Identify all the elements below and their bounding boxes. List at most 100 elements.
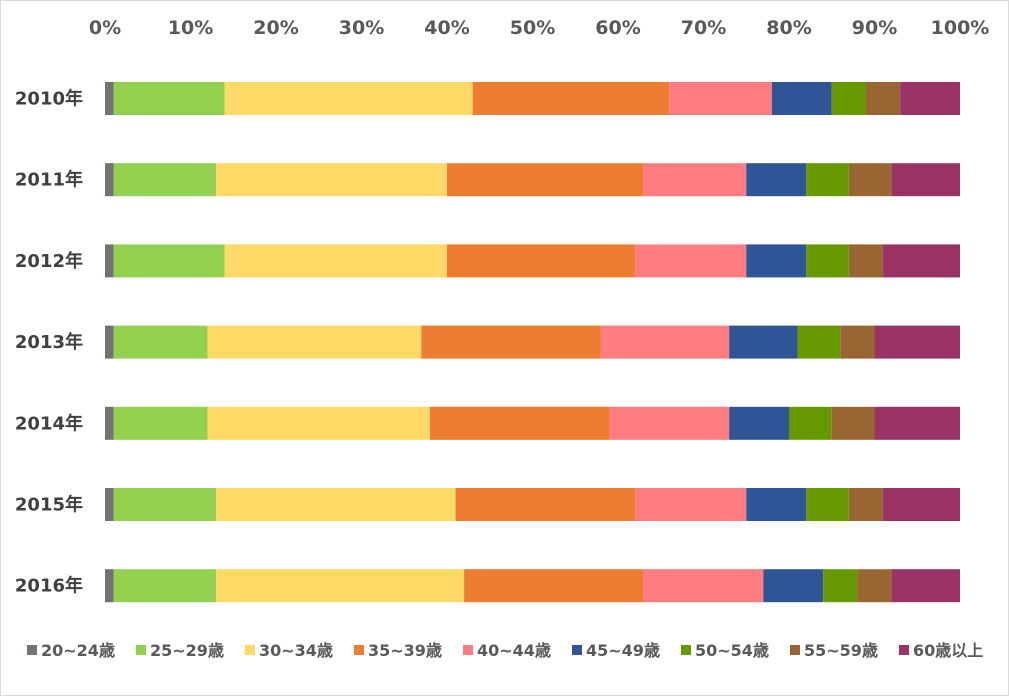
category-label: 2015年: [15, 494, 83, 516]
bar-segment: [669, 82, 772, 115]
bar-segment: [635, 488, 747, 521]
legend-swatch: [136, 645, 146, 655]
x-tick-label: 70%: [681, 17, 726, 39]
bar-segment: [609, 406, 730, 440]
bar-segment: [105, 325, 114, 359]
bar-segment: [105, 406, 114, 440]
legend-swatch: [899, 645, 909, 655]
bar-segment: [207, 325, 422, 359]
bar-segment: [806, 244, 849, 278]
legend-label: 30~34歳: [259, 641, 333, 660]
legend-swatch: [463, 645, 473, 655]
bar-segment: [105, 163, 114, 197]
category-label: 2011年: [15, 169, 83, 191]
bar-segment: [797, 325, 841, 359]
bar-segment: [113, 82, 225, 115]
bar-segment: [746, 163, 807, 197]
bar-segment: [746, 244, 807, 278]
bar-segment: [113, 244, 225, 278]
legend-label: 50~54歳: [695, 641, 769, 660]
legend-swatch: [790, 645, 800, 655]
bar-segment: [447, 244, 636, 278]
bar-segment: [746, 488, 807, 521]
bar-segment: [840, 325, 875, 359]
x-tick-label: 90%: [852, 17, 897, 39]
bar-segment: [113, 325, 208, 359]
bar-segment: [848, 488, 884, 521]
bar-segment: [806, 163, 849, 197]
bar-segment: [113, 569, 217, 603]
legend-label: 40~44歳: [477, 641, 551, 660]
bar-segment: [105, 82, 114, 115]
bar-segment: [113, 406, 208, 440]
bar-segment: [216, 569, 465, 603]
bar-segment: [874, 406, 960, 440]
bar-segment: [823, 569, 858, 603]
bar-segment: [883, 488, 960, 521]
bar-segment: [643, 569, 764, 603]
bar-segment: [891, 163, 960, 197]
legend-label: 45~49歳: [586, 641, 660, 660]
category-label: 2010年: [15, 88, 83, 110]
bar-segment: [865, 82, 901, 115]
bar-segment: [429, 406, 610, 440]
category-label: 2013年: [15, 331, 83, 353]
bar-segment: [874, 325, 960, 359]
bar-segment: [848, 244, 884, 278]
bar-segment: [789, 406, 832, 440]
bar-segment: [105, 569, 114, 603]
bar-segment: [848, 163, 892, 197]
bar-segment: [113, 488, 217, 521]
bar-segment: [472, 82, 670, 115]
category-label: 2016年: [15, 575, 83, 597]
x-tick-label: 100%: [931, 17, 990, 39]
bar-segment: [216, 163, 447, 197]
bar-segment: [900, 82, 960, 115]
bar-segment: [105, 244, 114, 278]
bar-segment: [857, 569, 892, 603]
x-tick-label: 0%: [89, 17, 121, 39]
legend-label: 20~24歳: [41, 641, 115, 660]
bar-segment: [216, 488, 456, 521]
x-tick-label: 10%: [168, 17, 213, 39]
x-tick-label: 30%: [339, 17, 384, 39]
bar-segment: [113, 163, 217, 197]
bar-segment: [643, 163, 747, 197]
bar-segment: [224, 244, 447, 278]
bar-segment: [421, 325, 601, 359]
bar-segment: [831, 82, 866, 115]
bar-segment: [729, 406, 789, 440]
legend-label: 60歳以上: [913, 641, 983, 660]
category-label: 2012年: [15, 250, 83, 272]
legend-label: 25~29歳: [150, 641, 224, 660]
legend-swatch: [572, 645, 582, 655]
legend-swatch: [681, 645, 691, 655]
bar-segment: [455, 488, 636, 521]
bar-segment: [600, 325, 730, 359]
bar-segment: [635, 244, 747, 278]
bar-segment: [883, 244, 960, 278]
legend-swatch: [245, 645, 255, 655]
bar-segment: [447, 163, 644, 197]
legend-swatch: [27, 645, 37, 655]
x-tick-label: 60%: [595, 17, 640, 39]
legend-swatch: [354, 645, 364, 655]
bar-segment: [224, 82, 473, 115]
bar-segment: [763, 569, 824, 603]
x-tick-label: 20%: [253, 17, 298, 39]
bar-segment: [207, 406, 430, 440]
category-label: 2014年: [15, 412, 83, 434]
bar-segment: [771, 82, 832, 115]
bar-segment: [729, 325, 798, 359]
legend-label: 35~39歳: [368, 641, 442, 660]
bar-segment: [831, 406, 875, 440]
legend-label: 55~59歳: [804, 641, 878, 660]
x-tick-label: 80%: [766, 17, 811, 39]
bar-segment: [105, 488, 114, 521]
bar-segment: [806, 488, 849, 521]
x-tick-label: 50%: [510, 17, 555, 39]
bar-segment: [464, 569, 644, 603]
bar-segment: [891, 569, 960, 603]
